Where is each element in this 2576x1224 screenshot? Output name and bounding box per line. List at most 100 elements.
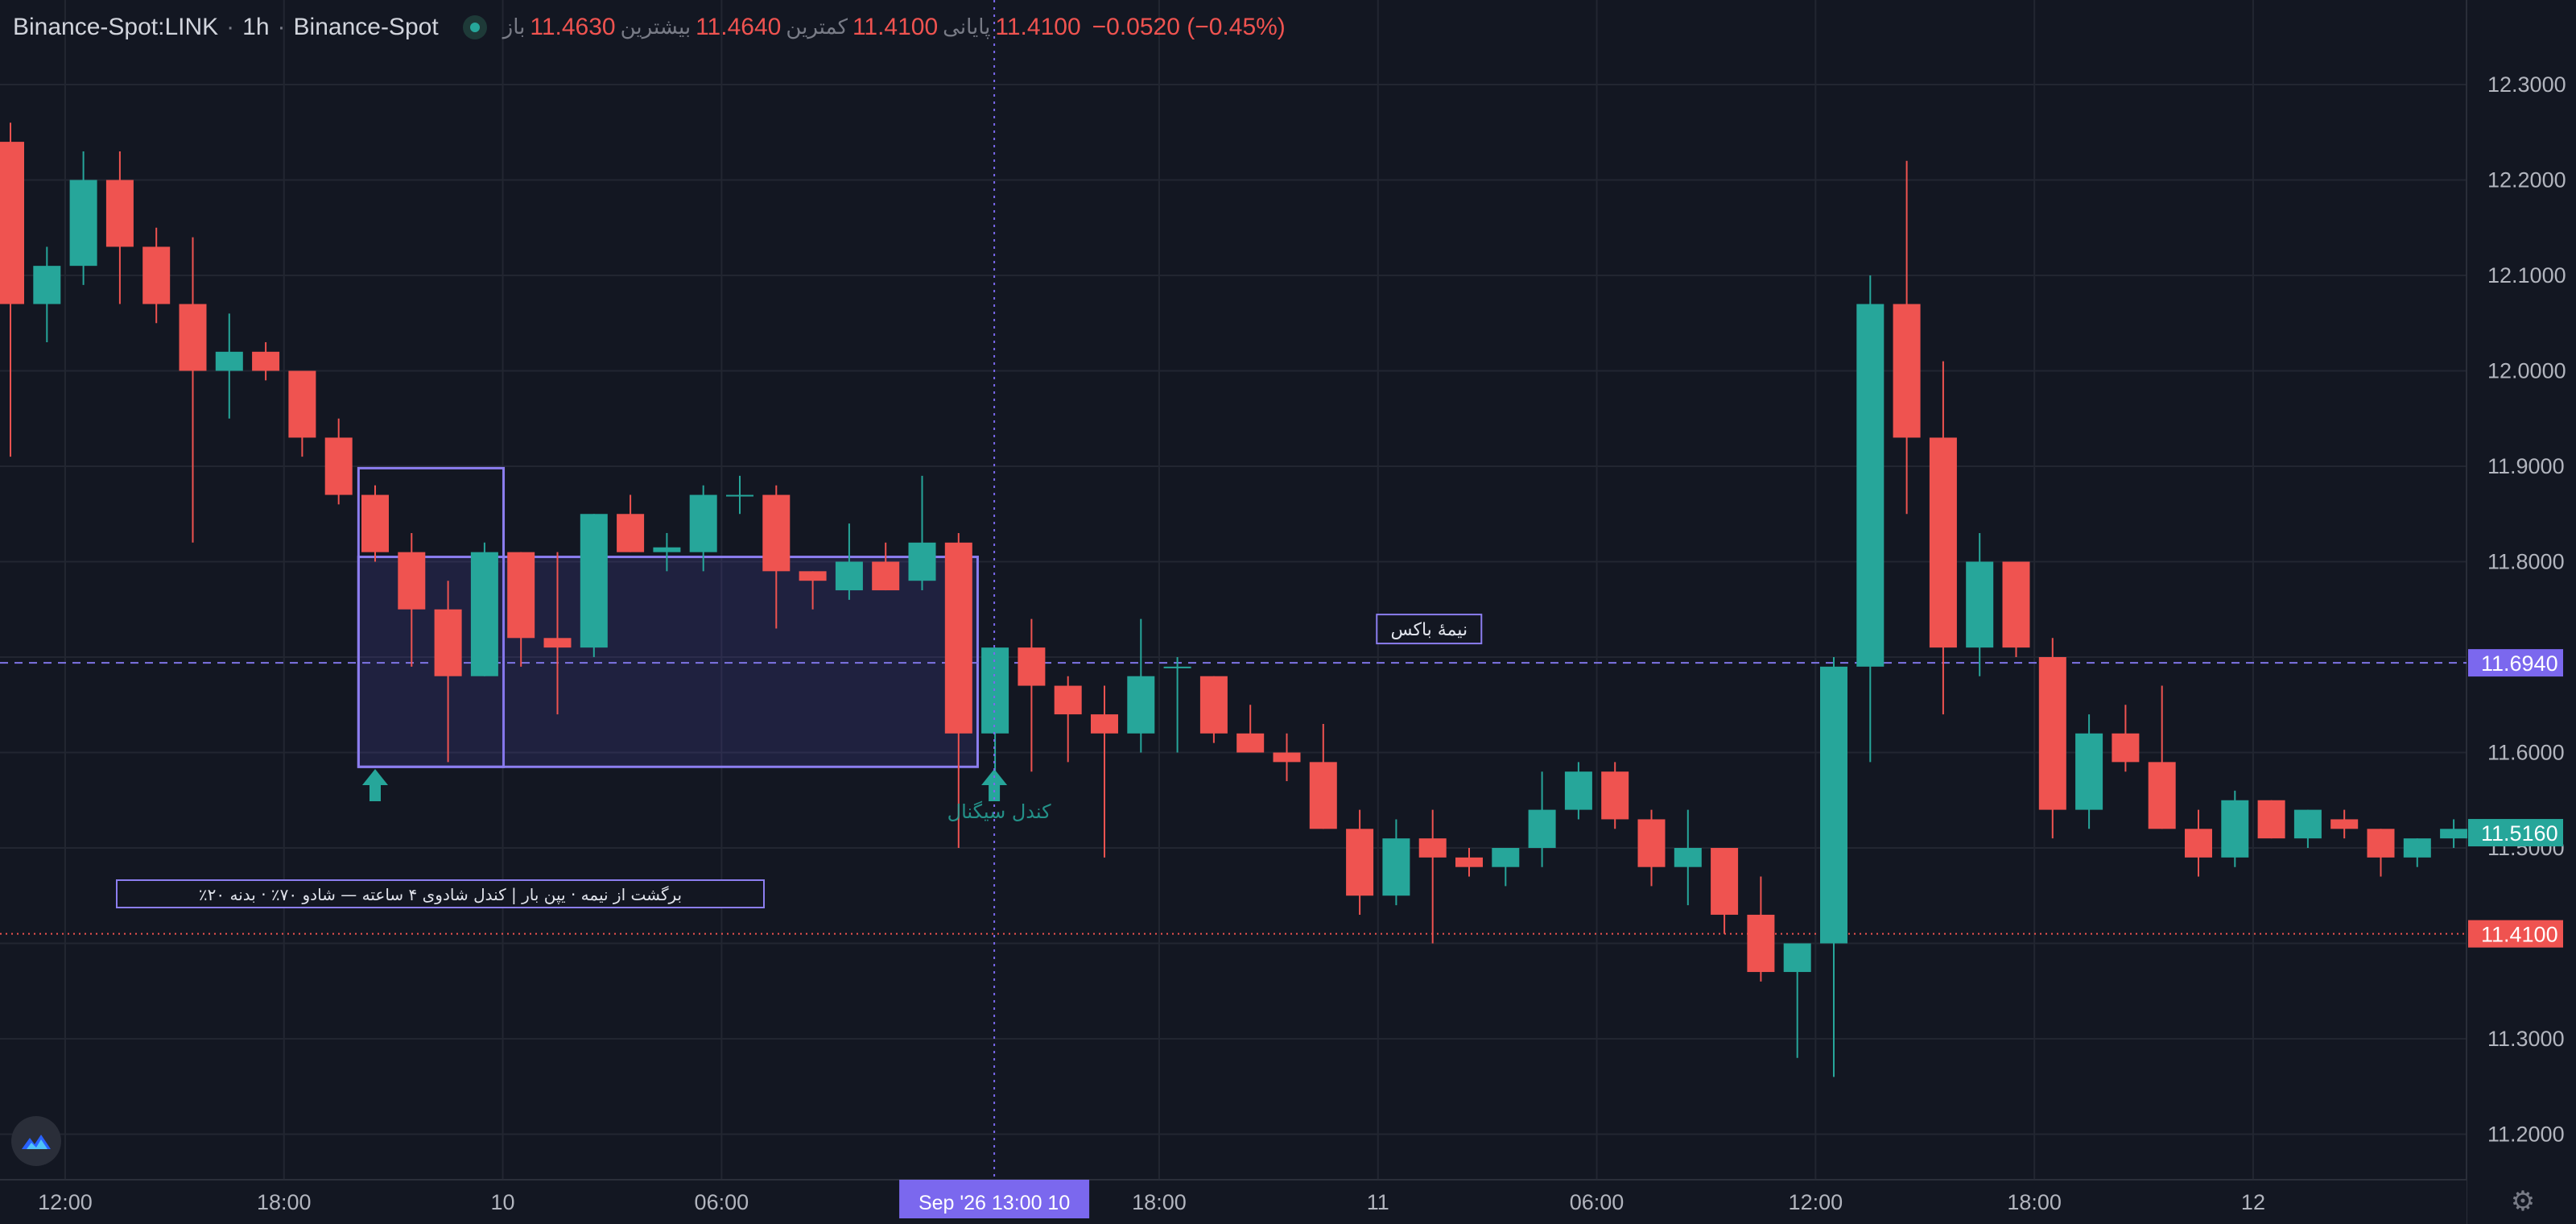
candle-down	[944, 542, 972, 734]
price-tick-label: 11.8000	[2487, 550, 2565, 574]
candle-up	[33, 266, 61, 304]
candle-up	[1820, 666, 1847, 944]
price-axis-panel	[2467, 0, 2576, 1224]
candle-down	[1929, 437, 1957, 648]
candle-down	[361, 494, 389, 552]
brand-logo-icon[interactable]	[11, 1116, 61, 1166]
market-status-icon[interactable]	[462, 15, 487, 39]
candle-down	[324, 437, 353, 495]
candle-down	[1309, 762, 1337, 829]
price-tick-label: 12.0000	[2487, 359, 2566, 383]
candle-down	[1711, 848, 1739, 915]
price-tick-label: 12.2000	[2487, 168, 2566, 192]
candle-up	[726, 494, 753, 497]
candle-up	[2403, 838, 2431, 858]
candle-down	[1054, 685, 1082, 715]
candle-down	[142, 246, 171, 304]
candle-up	[689, 494, 717, 552]
candle-down	[1273, 752, 1301, 763]
price-tick-label: 12.1000	[2487, 263, 2566, 287]
candle-up	[1783, 943, 1811, 973]
price-tick-label: 11.9000	[2487, 454, 2565, 478]
candle-down	[1637, 819, 1666, 867]
candle-up	[580, 514, 608, 648]
candle-down	[2367, 829, 2395, 858]
candle-up	[653, 547, 681, 552]
candle-down	[398, 552, 426, 610]
candle-down	[2148, 762, 2176, 829]
time-tick-label: 18:00	[257, 1190, 312, 1214]
candle-down	[105, 180, 134, 247]
candles-layer	[0, 122, 2468, 1077]
candle-down	[2257, 800, 2285, 839]
legend-interval[interactable]: 1h	[242, 14, 270, 40]
candle-down	[2112, 733, 2140, 763]
candle-down	[434, 609, 462, 676]
legend-close-label: پایانی	[943, 15, 991, 39]
legend-open-label: باز	[502, 15, 526, 39]
time-axis-panel	[0, 1180, 2467, 1224]
up-arrow-icon	[362, 769, 388, 801]
symbol-legend: Binance-Spot:LINK · 1h · Binance-Spot با…	[13, 11, 1286, 43]
candle-down	[1601, 771, 1629, 820]
price-tick-label: 12.3000	[2487, 72, 2566, 97]
candle-down	[799, 571, 827, 581]
candle-up	[470, 552, 498, 676]
candle-down	[2038, 657, 2066, 810]
price-label-badge	[2468, 920, 2563, 948]
candle-up	[2221, 800, 2249, 858]
candle-up	[1674, 848, 1702, 867]
candle-up	[1564, 771, 1592, 810]
candle-up	[2293, 809, 2322, 839]
time-tick-label: 12	[2241, 1190, 2265, 1214]
candle-up	[2075, 733, 2103, 810]
candle-down	[2330, 819, 2359, 829]
legend-open-value: 11.4630	[530, 14, 616, 40]
price-label-badge	[2468, 819, 2563, 847]
candle-up	[1492, 848, 1520, 867]
time-tick-label: 11	[1367, 1190, 1389, 1214]
candle-down	[507, 552, 535, 639]
signal-label: کندل سیگنال	[947, 800, 1052, 823]
candle-down	[1455, 857, 1483, 867]
candle-down	[0, 142, 24, 304]
candle-down	[1747, 914, 1775, 973]
candle-up	[1382, 838, 1410, 896]
candle-up	[215, 351, 243, 371]
candle-up	[835, 561, 863, 591]
time-tick-label: 06:00	[1570, 1190, 1624, 1214]
candle-down	[1893, 304, 1921, 438]
time-tick-label: 10	[491, 1190, 515, 1214]
legend-low-value: 11.4100	[852, 14, 939, 40]
candle-down	[1091, 714, 1118, 734]
crosshair-time-badge	[899, 1180, 1090, 1218]
time-tick-label: 18:00	[1132, 1190, 1187, 1214]
time-axis: 12:00 18:00 10 06:00 18:00 11 06:00 12:00 18:00 1…	[38, 1180, 2265, 1218]
legend-separator: ·	[226, 14, 235, 40]
legend-high-value: 11.4640	[696, 14, 782, 40]
candle-down	[872, 561, 900, 591]
price-axis: 12.3000 12.2000 12.1000 12.0000 11.9000 11.80…	[2468, 72, 2566, 1147]
candle-up	[1163, 666, 1191, 668]
info-box	[116, 879, 765, 908]
price-label-text: 11.6940	[2481, 651, 2558, 676]
legend-symbol[interactable]: Binance-Spot:LINK	[13, 14, 219, 40]
midline-label-box	[1376, 614, 1483, 645]
time-tick-label: 06:00	[695, 1190, 749, 1214]
candle-down	[1346, 829, 1374, 896]
candle-down	[288, 370, 316, 438]
legend-high-label: بیشترین	[620, 15, 691, 39]
legend-separator: ·	[277, 14, 286, 40]
candle-up	[69, 180, 97, 267]
time-tick-label: 18:00	[2007, 1190, 2062, 1214]
time-tick-label: 12:00	[1789, 1190, 1843, 1214]
candle-down	[2185, 829, 2212, 858]
price-tick-label: 11.6000	[2487, 741, 2565, 765]
gear-icon[interactable]: ⚙	[2510, 1185, 2536, 1218]
candle-down	[252, 351, 280, 371]
candle-up	[1856, 304, 1885, 667]
midline-label: نیمهٔ باکس	[1390, 620, 1468, 640]
candle-down	[617, 514, 645, 552]
